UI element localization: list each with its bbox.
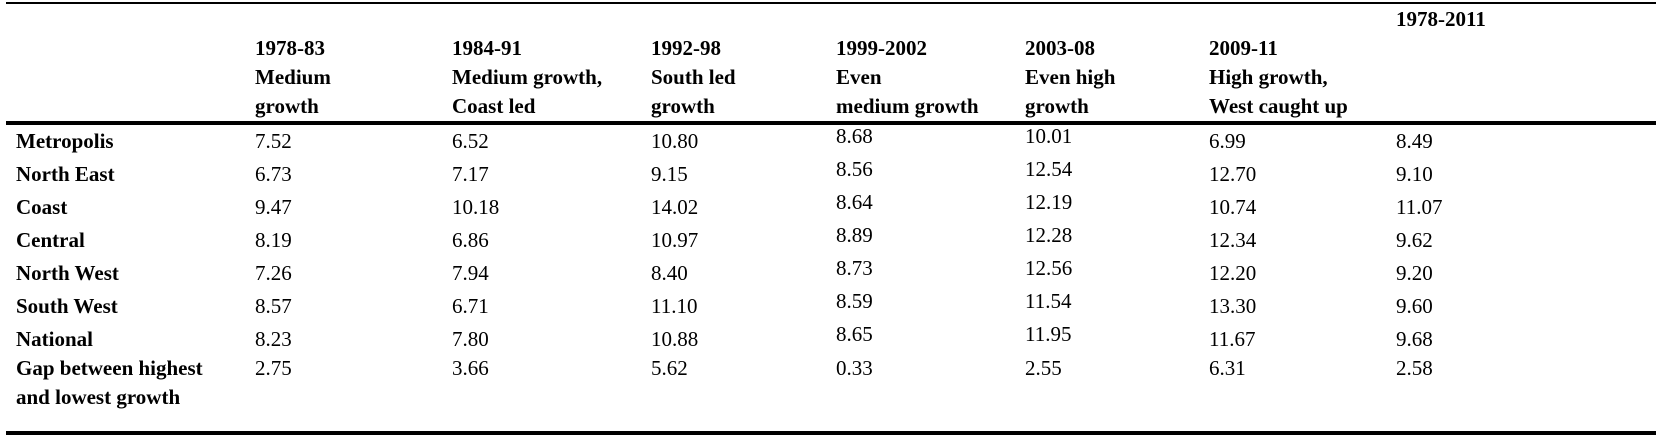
table-cell: 9.68 xyxy=(1396,327,1433,351)
column-desc-line: growth xyxy=(255,94,319,118)
table-cell: 10.18 xyxy=(452,195,500,219)
row-label: National xyxy=(16,327,94,351)
table-cell: 5.62 xyxy=(651,356,688,380)
column-header-3: 1992-98 South led growth xyxy=(651,34,736,121)
table-cell: 8.49 xyxy=(1396,129,1433,153)
table-cell: 6.71 xyxy=(452,294,489,318)
table-cell: 8.40 xyxy=(651,261,688,285)
column-desc-line: Even high xyxy=(1025,65,1116,89)
table-cell: 6.31 xyxy=(1209,356,1246,380)
table-cell: 14.02 xyxy=(651,195,699,219)
table-cell: 2.75 xyxy=(255,356,292,380)
column-period: 1984-91 xyxy=(452,36,522,60)
table-cell: 10.88 xyxy=(651,327,699,351)
column-header-4: 1999-2002 Even medium growth xyxy=(836,34,979,121)
table-cell: 10.74 xyxy=(1209,195,1257,219)
table-cell: 9.15 xyxy=(651,162,688,186)
table-cell: 7.94 xyxy=(452,261,489,285)
table-bottom-rule xyxy=(6,431,1656,435)
table-cell: 12.56 xyxy=(1025,256,1073,280)
column-desc-line: Medium growth, xyxy=(452,65,603,89)
table-cell: 9.10 xyxy=(1396,162,1433,186)
column-desc-line: medium growth xyxy=(836,94,979,118)
column-header-5: 2003-08 Even high growth xyxy=(1025,34,1115,121)
table-cell: 6.99 xyxy=(1209,129,1246,153)
row-label: Central xyxy=(16,228,85,252)
table-cell: 11.95 xyxy=(1025,322,1072,346)
column-header-7: 1978-2011 xyxy=(1396,5,1486,34)
row-label: Coast xyxy=(16,195,68,219)
table-cell: 12.54 xyxy=(1025,157,1073,181)
table-cell: 10.80 xyxy=(651,129,699,153)
table-cell: 3.66 xyxy=(452,356,489,380)
column-period: 1978-83 xyxy=(255,36,325,60)
table-cell: 9.20 xyxy=(1396,261,1433,285)
table-cell: 0.33 xyxy=(836,356,873,380)
column-header-6: 2009-11 High growth, West caught up xyxy=(1209,34,1348,121)
column-period: 2009-11 xyxy=(1209,36,1278,60)
table-cell: 8.57 xyxy=(255,294,292,318)
table-top-rule xyxy=(6,2,1656,4)
table-cell: 8.59 xyxy=(836,289,873,313)
column-desc-line: Coast led xyxy=(452,94,536,118)
table-cell: 11.10 xyxy=(651,294,698,318)
table-cell: 9.62 xyxy=(1396,228,1433,252)
table-cell: 8.89 xyxy=(836,223,873,247)
column-desc-line: Even xyxy=(836,65,882,89)
table-cell: 7.17 xyxy=(452,162,489,186)
table-cell: 12.34 xyxy=(1209,228,1257,252)
table-cell: 11.07 xyxy=(1396,195,1443,219)
table-cell: 12.28 xyxy=(1025,223,1073,247)
table-cell: 10.97 xyxy=(651,228,699,252)
column-period: 1978-2011 xyxy=(1396,7,1486,31)
table-cell: 8.65 xyxy=(836,322,873,346)
table-cell: 6.86 xyxy=(452,228,489,252)
table-cell: 10.01 xyxy=(1025,124,1073,148)
table-cell: 7.52 xyxy=(255,129,292,153)
row-label: North East xyxy=(16,162,115,186)
table-cell: 2.58 xyxy=(1396,356,1433,380)
table-cell: 8.23 xyxy=(255,327,292,351)
row-label: South West xyxy=(16,294,118,318)
table-cell: 12.19 xyxy=(1025,190,1073,214)
table-cell: 11.54 xyxy=(1025,289,1072,313)
row-label: Gap between highest and lowest growth xyxy=(16,354,203,412)
table-cell: 7.26 xyxy=(255,261,292,285)
row-label: North West xyxy=(16,261,119,285)
row-label: Metropolis xyxy=(16,129,114,153)
column-period: 1992-98 xyxy=(651,36,721,60)
column-desc-line: growth xyxy=(1025,94,1089,118)
row-label-line: and lowest growth xyxy=(16,385,181,409)
table-cell: 8.64 xyxy=(836,190,873,214)
column-header-1: 1978-83 Medium growth xyxy=(255,34,331,121)
column-desc-line: South led xyxy=(651,65,736,89)
table-cell: 12.20 xyxy=(1209,261,1257,285)
column-header-2: 1984-91 Medium growth, Coast led xyxy=(452,34,602,121)
column-desc-line: West caught up xyxy=(1209,94,1348,118)
column-desc-line: growth xyxy=(651,94,715,118)
table-cell: 9.47 xyxy=(255,195,292,219)
table-cell: 6.52 xyxy=(452,129,489,153)
column-period: 2003-08 xyxy=(1025,36,1095,60)
column-desc-line: High growth, xyxy=(1209,65,1328,89)
table-cell: 13.30 xyxy=(1209,294,1257,318)
table-cell: 2.55 xyxy=(1025,356,1062,380)
table-cell: 8.19 xyxy=(255,228,292,252)
table-header-rule xyxy=(6,121,1656,125)
table-cell: 6.73 xyxy=(255,162,292,186)
table-cell: 7.80 xyxy=(452,327,489,351)
table-cell: 8.56 xyxy=(836,157,873,181)
table-cell: 12.70 xyxy=(1209,162,1257,186)
table-cell: 9.60 xyxy=(1396,294,1433,318)
column-period: 1999-2002 xyxy=(836,36,927,60)
table-cell: 11.67 xyxy=(1209,327,1256,351)
table-cell: 8.73 xyxy=(836,256,873,280)
column-desc-line: Medium xyxy=(255,65,331,89)
table-cell: 8.68 xyxy=(836,124,873,148)
row-label-line: Gap between highest xyxy=(16,356,203,380)
